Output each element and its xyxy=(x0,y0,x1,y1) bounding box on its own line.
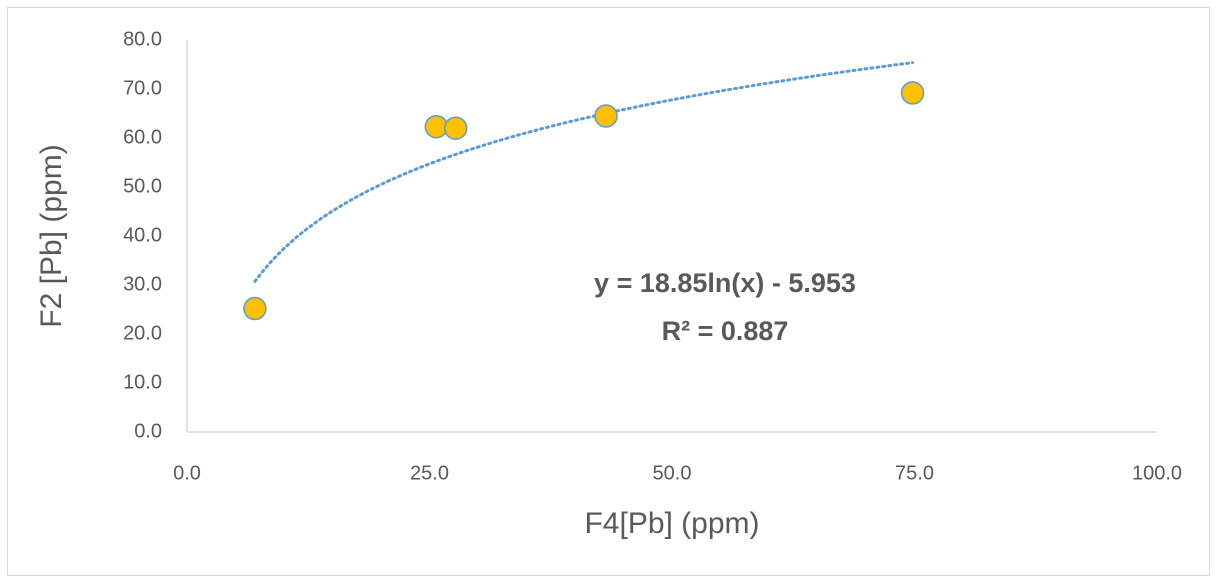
x-tick-label: 50.0 xyxy=(653,462,692,484)
x-axis-title: F4[Pb] (ppm) xyxy=(584,507,759,540)
x-tick-label: 75.0 xyxy=(895,462,934,484)
y-tick-label: 30.0 xyxy=(123,273,162,295)
point xyxy=(424,114,449,139)
y-tick-label: 10.0 xyxy=(123,371,162,393)
trendline-equation: y = 18.85ln(x) - 5.953 xyxy=(594,268,856,298)
y-tick-label: 70.0 xyxy=(123,77,162,99)
y-tick-label: 40.0 xyxy=(123,224,162,246)
x-tick-label: 25.0 xyxy=(410,462,449,484)
y-tick-label: 0.0 xyxy=(134,420,162,442)
y-tick-label: 50.0 xyxy=(123,175,162,197)
x-tick-label: 100.0 xyxy=(1132,462,1182,484)
y-tick-label: 80.0 xyxy=(123,28,162,50)
point xyxy=(443,116,468,140)
trendline xyxy=(253,61,915,283)
trendline-r2: R² = 0.887 xyxy=(662,316,789,346)
y-axis-title: F2 [Pb] (ppm) xyxy=(35,144,68,327)
point xyxy=(243,296,267,321)
x-tick-label: 0.0 xyxy=(173,462,201,484)
y-tick-label: 20.0 xyxy=(123,322,162,344)
chart-border xyxy=(7,7,1210,576)
point xyxy=(900,81,925,105)
point xyxy=(594,104,618,128)
y-tick-label: 60.0 xyxy=(123,126,162,148)
